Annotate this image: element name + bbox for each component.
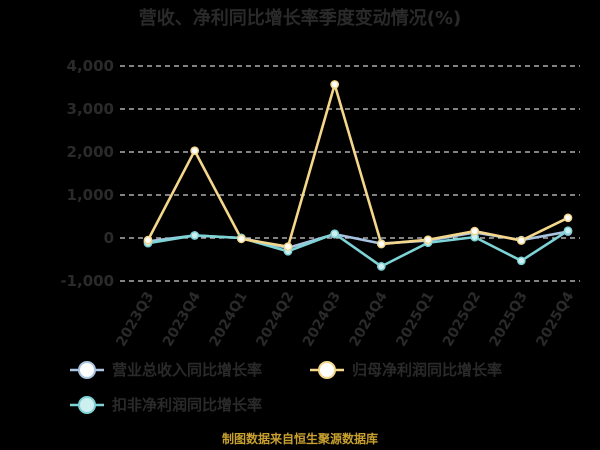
legend-swatch-marker: [78, 396, 96, 414]
x-tick-label: 2023Q4: [160, 289, 204, 350]
legend-swatch-marker: [78, 361, 96, 379]
data-point: [563, 226, 573, 236]
series-line: [147, 229, 569, 268]
y-tick-label: 3,000: [67, 100, 114, 118]
x-tick-label: 2024Q1: [207, 289, 251, 349]
series-line: [146, 83, 569, 248]
data-point: [190, 231, 200, 240]
x-tick-label: 2024Q4: [347, 289, 391, 350]
grid-layer: [120, 65, 580, 282]
x-tick-label: 2024Q3: [300, 289, 344, 349]
legend-label: 营业总收入同比增长率: [112, 361, 262, 379]
y-tick-label: 0: [104, 229, 114, 247]
x-tick-label: 2024Q2: [253, 289, 297, 349]
source-note: 制图数据来自恒生聚源数据库: [222, 431, 378, 446]
y-tick-label: 1,000: [67, 186, 114, 204]
chart-title: 营收、净利同比增长率季度变动情况(%): [139, 7, 462, 29]
series-line: [147, 230, 569, 250]
data-point: [236, 234, 246, 244]
data-point: [563, 213, 573, 223]
data-point: [143, 235, 153, 245]
x-tick-label: 2023Q3: [113, 289, 157, 349]
data-point: [423, 235, 433, 245]
y-tick-label: 4,000: [67, 57, 114, 75]
data-point: [283, 242, 293, 251]
x-axis-ticks: 2023Q3 2023Q4 2024Q1 2024Q2 2024Q3 2024Q4 2025…: [113, 289, 577, 350]
data-point: [516, 256, 526, 266]
legend-swatch-marker: [318, 361, 336, 379]
x-tick-label: 2025Q3: [487, 289, 531, 349]
x-tick-label: 2025Q1: [393, 289, 437, 349]
x-tick-label: 2025Q4: [533, 289, 577, 350]
data-point: [516, 236, 526, 245]
data-point: [190, 146, 200, 156]
y-tick-label: 2,000: [67, 143, 114, 161]
y-tick-label: -1,000: [60, 272, 114, 290]
data-point: [376, 239, 386, 249]
series-layer: [143, 80, 573, 271]
data-point: [330, 80, 340, 89]
x-tick-label: 2025Q2: [440, 289, 484, 349]
y-axis-ticks: 4,000 3,000 2,000 1,000 0 -1,000: [60, 57, 114, 290]
data-point: [330, 229, 340, 239]
legend-label: 归母净利润同比增长率: [352, 361, 502, 379]
legend-label: 扣非净利润同比增长率: [112, 396, 262, 414]
data-point: [376, 262, 386, 271]
data-point: [470, 226, 480, 236]
